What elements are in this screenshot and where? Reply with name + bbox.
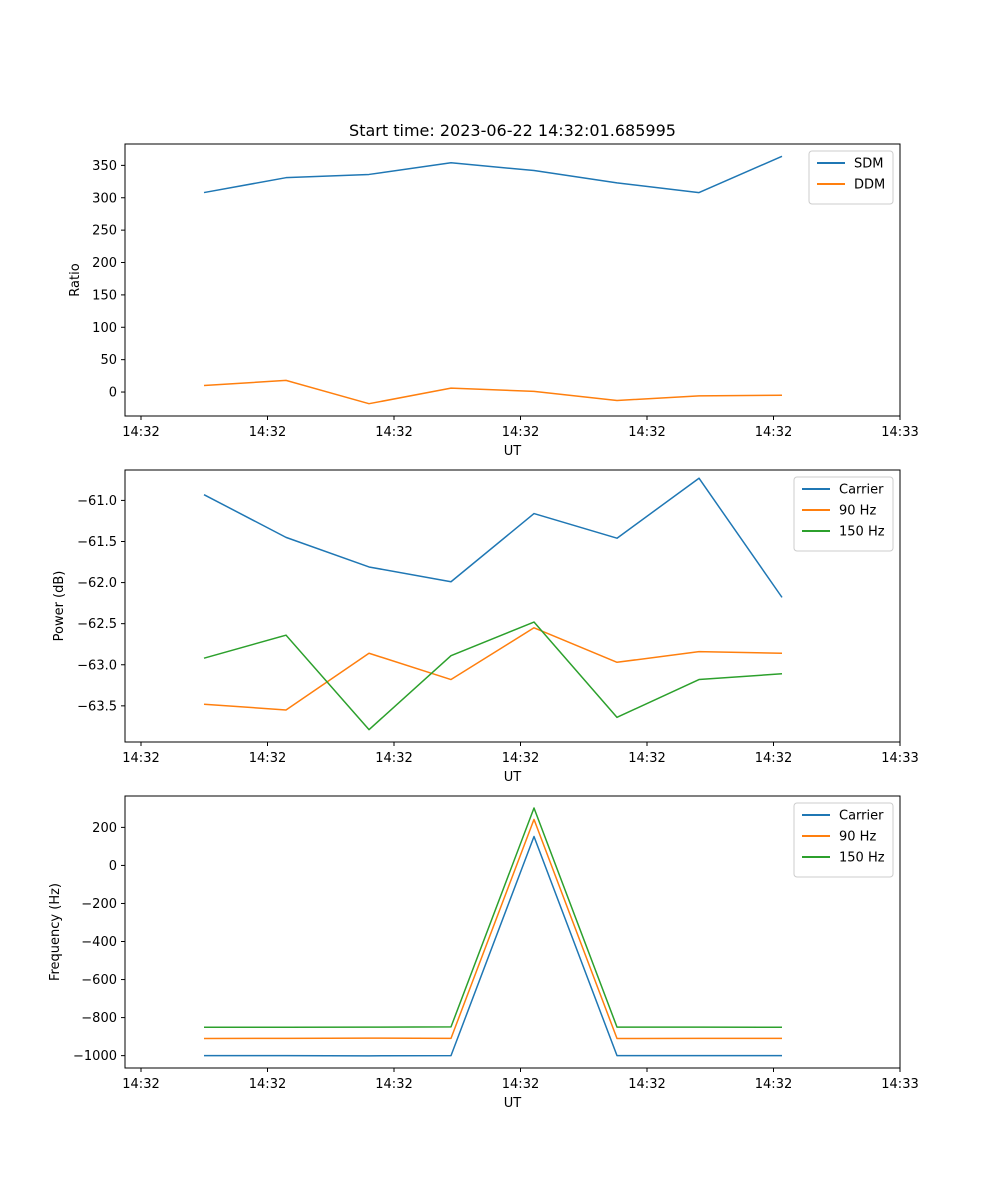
legend-label: 90 Hz: [839, 830, 876, 845]
y-tick-label: −61.0: [77, 494, 117, 509]
y-tick-label: 0: [109, 859, 117, 874]
x-tick-label: 14:32: [122, 425, 159, 440]
legend-label: DDM: [854, 178, 885, 193]
legend-label: 90 Hz: [839, 504, 876, 519]
chart-panel-1: Start time: 2023-06-22 14:32:01.685995 14…: [68, 121, 919, 459]
x-tick-label: 14:32: [502, 425, 539, 440]
legend-box: [808, 150, 894, 205]
y-tick-label: −600: [81, 973, 117, 988]
x-tick-label: 14:33: [881, 1077, 918, 1092]
series-line-carrier: [204, 835, 782, 1057]
y-tick-label: 150: [92, 288, 117, 303]
y-tick-label: 0: [109, 386, 117, 401]
y-tick-label: −62.0: [77, 576, 117, 591]
legend-label: 150 Hz: [839, 851, 885, 866]
y-tick-label: −200: [81, 897, 117, 912]
x-tick-label: 14:32: [628, 751, 665, 766]
x-tick-label: 14:32: [249, 1077, 286, 1092]
chart-panel-3: 14:32 14:32 14:32 14:32 14:32 14:32 14:33 200 0 −…: [48, 795, 919, 1111]
y-axis-label: Ratio: [68, 263, 83, 296]
x-tick-label: 14:32: [502, 751, 539, 766]
series-line-90-hz: [203, 627, 783, 711]
y-tick-label: 250: [92, 224, 117, 239]
y-tick-label: 50: [100, 353, 117, 368]
x-tick-label: 14:32: [628, 1077, 665, 1092]
y-tick-label: −61.5: [77, 535, 117, 550]
x-tick-label: 14:32: [755, 751, 792, 766]
legend-label: 150 Hz: [839, 525, 885, 540]
series-line-90-hz: [203, 818, 782, 1040]
y-tick-label: 200: [92, 821, 117, 836]
x-tick-label: 14:32: [249, 751, 286, 766]
x-tick-label: 14:33: [881, 425, 918, 440]
series-line-ddm: [203, 379, 783, 405]
x-tick-label: 14:32: [375, 1077, 412, 1092]
y-axis-label: Power (dB): [52, 571, 67, 642]
plot-frame: [124, 795, 901, 1069]
series-line-150-hz: [203, 621, 783, 731]
x-tick-label: 14:32: [375, 751, 412, 766]
plot-frame: [124, 143, 901, 417]
legend-label: Carrier: [839, 809, 884, 824]
x-tick-label: 14:33: [881, 751, 918, 766]
series-line-150-hz: [204, 807, 783, 1029]
y-tick-label: −63.5: [77, 699, 117, 714]
legend-label: Carrier: [839, 483, 884, 498]
y-tick-label: 100: [92, 321, 117, 336]
legend-box: [793, 802, 894, 878]
x-tick-label: 14:32: [628, 425, 665, 440]
x-tick-label: 14:32: [122, 1077, 159, 1092]
x-tick-label: 14:32: [249, 425, 286, 440]
y-axis-label: Frequency (Hz): [48, 883, 63, 981]
plot-frame: [124, 469, 901, 743]
x-axis-label: UT: [504, 1096, 522, 1111]
legend: SDM DDM: [808, 150, 894, 205]
x-tick-label: 14:32: [755, 1077, 792, 1092]
series-line-sdm: [203, 155, 783, 194]
x-tick-label: 14:32: [375, 425, 412, 440]
chart-panel-2: 14:32 14:32 14:32 14:32 14:32 14:32 14:33 −61.0…: [52, 469, 919, 785]
legend: Carrier 90 Hz 150 Hz: [793, 476, 894, 552]
x-tick-label: 14:32: [122, 751, 159, 766]
y-tick-label: 300: [92, 191, 117, 206]
x-axis-label: UT: [504, 770, 522, 785]
legend-label: SDM: [854, 157, 883, 172]
y-tick-label: −400: [81, 935, 117, 950]
y-tick-label: −800: [81, 1011, 117, 1026]
y-tick-label: −63.0: [77, 658, 117, 673]
x-tick-label: 14:32: [502, 1077, 539, 1092]
y-tick-label: −62.5: [77, 617, 117, 632]
legend: Carrier 90 Hz 150 Hz: [793, 802, 894, 878]
series-line-carrier: [203, 477, 783, 598]
y-tick-label: 350: [92, 159, 117, 174]
y-tick-label: −1000: [73, 1049, 117, 1064]
x-axis-label: UT: [504, 444, 522, 459]
x-tick-label: 14:32: [755, 425, 792, 440]
y-tick-label: 200: [92, 256, 117, 271]
legend-box: [793, 476, 894, 552]
chart-title: Start time: 2023-06-22 14:32:01.685995: [349, 121, 676, 140]
